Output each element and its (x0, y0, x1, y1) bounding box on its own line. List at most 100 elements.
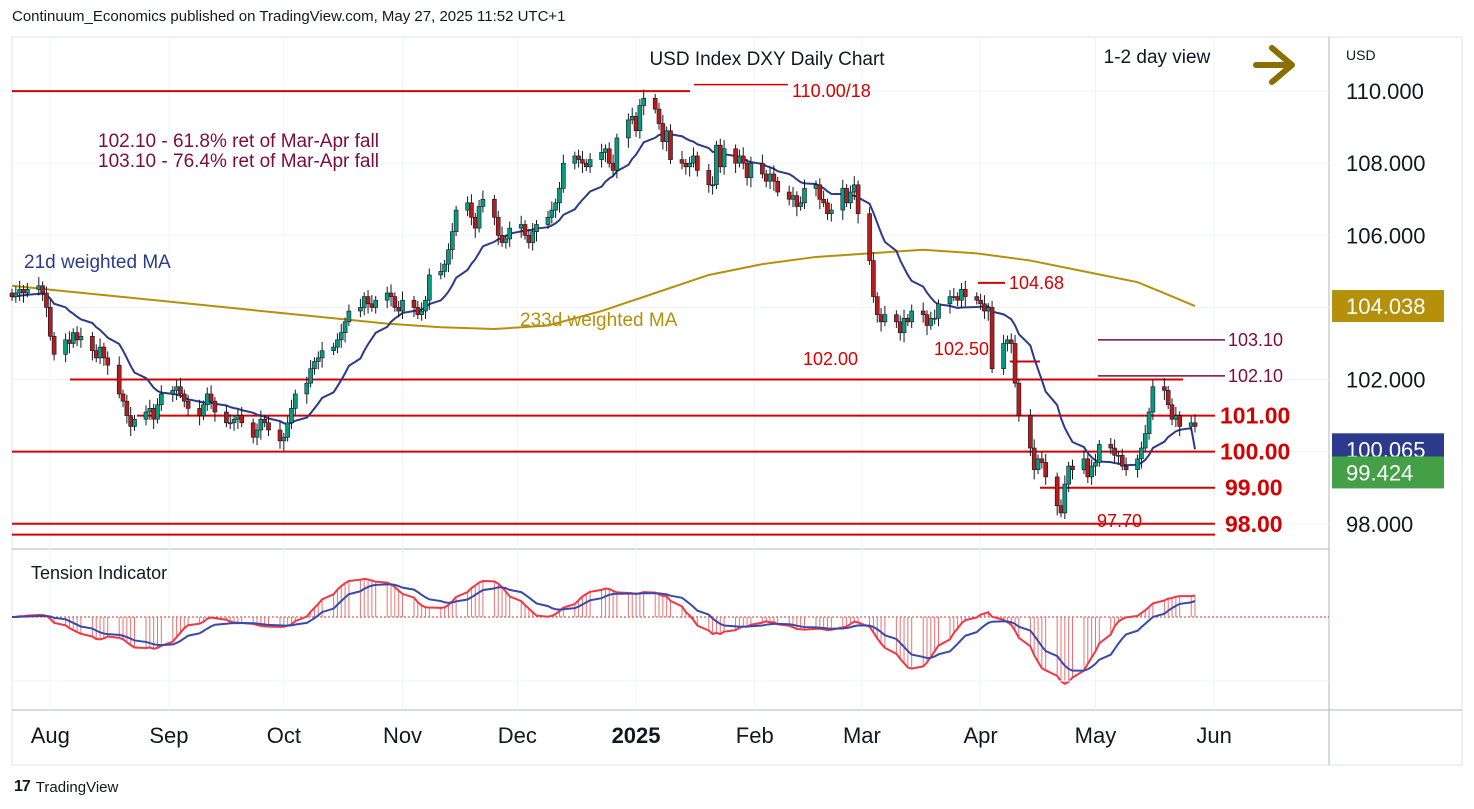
price-tick-label-4: 106.000 (1346, 223, 1426, 248)
candle (174, 380, 179, 401)
candle (250, 418, 256, 444)
candle-body (250, 422, 256, 438)
candle (17, 280, 22, 301)
candle-body (522, 224, 528, 236)
candle (388, 284, 394, 307)
candle (254, 423, 260, 446)
price-tick-label-2: 102.000 (1346, 368, 1426, 393)
candle (181, 389, 187, 408)
candle (717, 138, 723, 173)
candle (962, 280, 968, 307)
candle (419, 302, 424, 321)
candle (120, 389, 126, 408)
candle (365, 290, 371, 314)
candle-body (534, 224, 539, 233)
candle-body (706, 170, 712, 186)
candle (1070, 459, 1075, 480)
candle-body (1150, 386, 1156, 413)
price-axis[interactable]: 98.000100.000102.000104.000106.000108.00… (1332, 79, 1444, 537)
candle (1089, 459, 1094, 485)
candle-body (587, 159, 593, 168)
candle-body (572, 155, 578, 164)
candle-body (798, 202, 803, 207)
candle-body (132, 418, 137, 427)
candle-body (1177, 415, 1182, 427)
candle (358, 298, 363, 318)
candle-body (905, 317, 911, 323)
candle-body (936, 303, 941, 319)
candle-body (338, 332, 344, 341)
candle (1108, 437, 1114, 455)
candle-body (369, 303, 375, 308)
candle-body (1135, 458, 1140, 470)
candle-body (277, 429, 283, 442)
candle-body (813, 184, 819, 189)
candle-body (181, 393, 187, 402)
candle (882, 305, 888, 327)
candle-body (384, 292, 390, 301)
candle (67, 331, 72, 354)
candle-body (1112, 447, 1117, 456)
candle (660, 114, 666, 150)
candle-body (920, 310, 926, 315)
candle-body (308, 368, 313, 384)
candle-body (894, 314, 899, 323)
candle-body (978, 299, 983, 305)
candle (652, 93, 658, 114)
candle-body (495, 216, 501, 236)
tradingview-brand: TradingView (35, 778, 119, 796)
candle (522, 220, 528, 240)
candle-body (848, 191, 853, 204)
candle-body (1089, 465, 1094, 478)
candle-body (208, 393, 214, 402)
candle-body (871, 260, 876, 297)
candle (331, 342, 336, 356)
level-label-2: 103.10 (1228, 330, 1283, 350)
ma233-line (11, 248, 1196, 331)
candle-body (962, 289, 968, 297)
candle (411, 295, 417, 318)
time-tick-label-1: Sep (149, 723, 188, 748)
candle-body (802, 188, 807, 204)
tradingview-footer[interactable]: 17 TradingView (14, 778, 118, 796)
candle-body (365, 296, 371, 305)
candle (51, 331, 57, 361)
candle (740, 147, 746, 170)
candle (1081, 450, 1087, 475)
candle-body (794, 195, 800, 207)
candle-body (947, 296, 953, 305)
candle (775, 176, 780, 197)
candle (93, 344, 99, 363)
candle-body (561, 162, 566, 189)
level-label-4: 102.10 (1228, 366, 1283, 386)
candle-body (143, 411, 149, 420)
candle-body (664, 130, 669, 142)
time-axis[interactable]: Aug Sep Oct Nov Dec 2025 Feb Mar Apr May Jun (31, 723, 1232, 748)
candle (825, 198, 830, 220)
candle (572, 151, 578, 170)
candle (1005, 335, 1010, 352)
candle (760, 154, 765, 179)
candle (530, 223, 535, 251)
candle-body (989, 307, 995, 370)
candle-body (932, 317, 937, 320)
candle (580, 150, 585, 173)
candle (641, 89, 647, 116)
candle-body (982, 303, 987, 312)
candle (871, 251, 876, 303)
candle (438, 262, 444, 280)
candle (1001, 334, 1006, 375)
time-tick-label-4: Dec (498, 723, 537, 748)
price-tick-label-5: 108.000 (1346, 151, 1426, 176)
candle (710, 176, 715, 195)
candle (342, 317, 348, 343)
indicator-signal-line (11, 583, 1196, 672)
candle (315, 351, 321, 370)
candle-body (817, 184, 823, 200)
candle-body (606, 148, 612, 164)
view-label: 1-2 day view (1104, 47, 1211, 68)
candle-body (1054, 476, 1060, 507)
candle (817, 178, 823, 209)
candle-body (656, 108, 662, 124)
